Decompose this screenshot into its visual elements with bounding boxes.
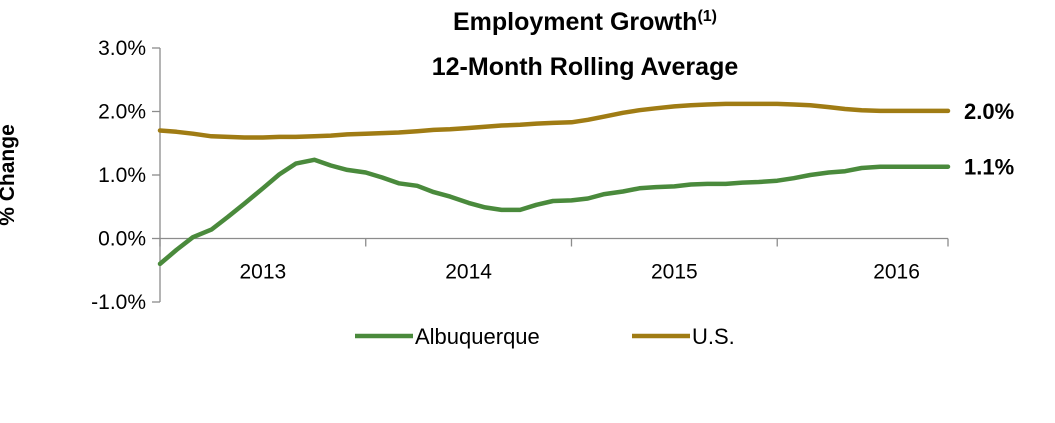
legend-entry: Albuquerque [415,324,540,349]
chart-subtitle: 12-Month Rolling Average [432,53,739,81]
series-end-labels: 1.1% 2.0% [964,99,1014,180]
y-tick-label: 1.0% [98,164,146,187]
y-tick-label: 3.0% [98,37,146,60]
chart-title-line: Employment Growth(1) [453,8,717,36]
series-end-label: 2.0% [964,99,1014,124]
x-tick-label: 2013 [240,261,287,284]
series-line-u-s [157,101,951,140]
series-line-albuquerque [157,157,951,267]
x-tick-label: 2014 [445,261,492,284]
legend-entry: U.S. [692,324,735,349]
chart-title: Employment Growth(1) 12-Month Rolling Av… [432,8,739,81]
chart-title-superscript: (1) [697,8,717,25]
series-end-label: 1.1% [964,155,1014,180]
y-axis-label: % Change [0,124,19,226]
y-axis: -1.0% 0.0% 1.0% 2.0% 3.0% [91,37,161,314]
chart-title-text: Employment Growth [453,8,697,36]
legend: Albuquerque U.S. [355,324,735,349]
x-tick-label: 2015 [651,261,698,284]
x-axis: 2013 2014 2015 2016 [159,237,949,284]
x-tick-label: 2016 [873,261,920,284]
y-tick-label: 2.0% [98,101,146,124]
y-tick-label: 0.0% [98,228,146,251]
y-tick-label: -1.0% [91,291,146,314]
series-lines [157,101,951,267]
